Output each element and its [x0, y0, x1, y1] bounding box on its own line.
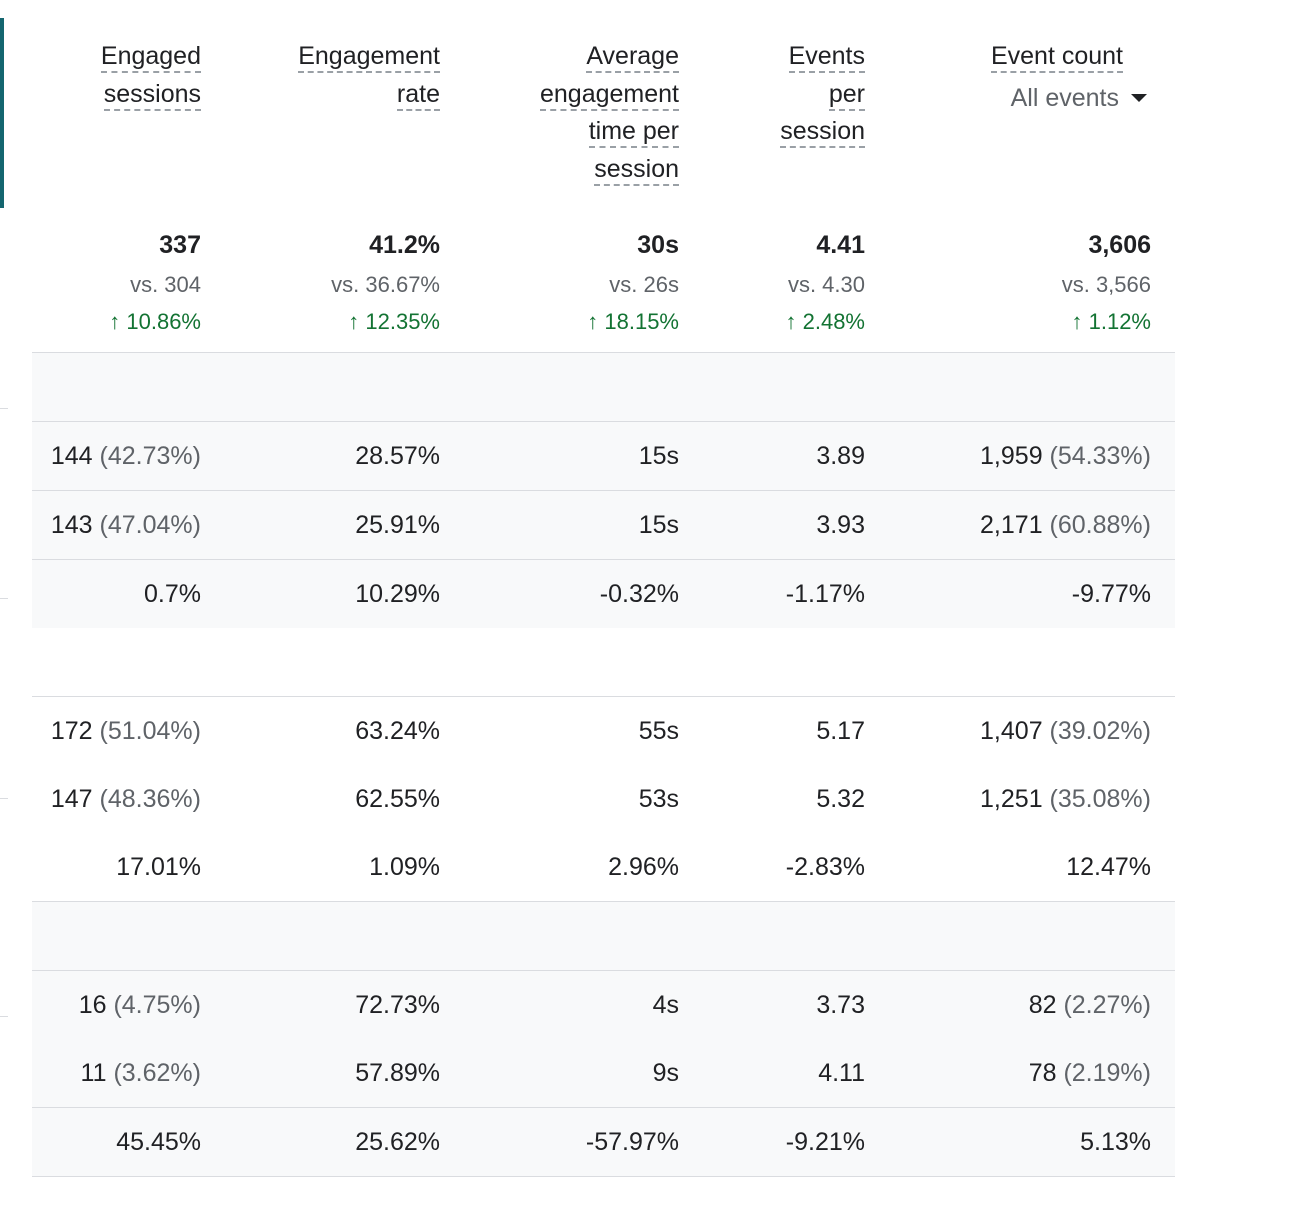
total-event-count: 3,606 vs. 3,566 ↑ 1.12%	[1061, 231, 1151, 334]
cell-events-per-session: 3.93	[816, 511, 865, 539]
cell-engagement-rate: 72.73%	[355, 991, 440, 1019]
total-engaged-sessions: 337 vs. 304 ↑ 10.86%	[109, 231, 201, 334]
event-filter-dropdown[interactable]: All events	[991, 83, 1147, 113]
cell-event-count: 2,171 (60.88%)	[980, 511, 1151, 539]
group-spacer-row	[32, 353, 1175, 422]
cell-engaged-sessions: 144 (42.73%)	[50, 442, 201, 470]
cell-event-count: 5.13%	[1080, 1128, 1151, 1156]
cell-events-per-session: 4.11	[818, 1059, 865, 1087]
cell-engaged-sessions: 143 (47.04%)	[50, 511, 201, 539]
cell-engagement-rate: 62.55%	[355, 785, 440, 813]
cell-engagement-rate: 25.91%	[355, 511, 440, 539]
cell-event-count: 12.47%	[1066, 853, 1151, 881]
group-spacer-row	[32, 902, 1175, 971]
total-engagement-rate: 41.2% vs. 36.67% ↑ 12.35%	[331, 231, 440, 334]
edge-divider	[0, 798, 8, 799]
cell-engagement-rate: 10.29%	[355, 580, 440, 608]
column-header-event-count[interactable]: Event count All events	[990, 38, 1147, 113]
table-row-change[interactable]: 45.45% 25.62% -57.97% -9.21% 5.13%	[32, 1108, 1175, 1177]
cell-engaged-sessions: 16 (4.75%)	[78, 991, 201, 1019]
cell-avg-engagement-time: 15s	[638, 511, 679, 539]
cell-event-count: 82 (2.27%)	[1028, 991, 1151, 1019]
cell-avg-engagement-time: -0.32%	[599, 580, 679, 608]
cell-avg-engagement-time: 53s	[638, 785, 679, 813]
column-header-events-per-session[interactable]: Events per session	[780, 38, 865, 151]
cell-avg-engagement-time: 15s	[638, 442, 679, 470]
table-row[interactable]: 143 (47.04%) 25.91% 15s 3.93 2,171 (60.8…	[32, 491, 1175, 560]
left-accent-bar	[0, 18, 4, 208]
cell-engaged-sessions: 172 (51.04%)	[50, 717, 201, 745]
total-avg-engagement-time: 30s vs. 26s ↑ 18.15%	[587, 231, 679, 334]
table-row[interactable]: 11 (3.62%) 57.89% 9s 4.11 78 (2.19%)	[32, 1039, 1175, 1108]
column-header-engaged-sessions[interactable]: Engaged sessions	[100, 38, 201, 113]
edge-divider	[0, 598, 8, 599]
cell-events-per-session: -9.21%	[785, 1128, 865, 1156]
cell-event-count: 78 (2.19%)	[1028, 1059, 1151, 1087]
edge-divider	[0, 408, 8, 409]
cell-engagement-rate: 25.62%	[355, 1128, 440, 1156]
cell-events-per-session: 5.17	[816, 717, 865, 745]
cell-avg-engagement-time: 4s	[652, 991, 679, 1019]
table-row[interactable]: 147 (48.36%) 62.55% 53s 5.32 1,251 (35.0…	[32, 765, 1175, 834]
cell-engaged-sessions: 11 (3.62%)	[80, 1059, 201, 1087]
table-row[interactable]: 16 (4.75%) 72.73% 4s 3.73 82 (2.27%)	[32, 971, 1175, 1040]
cell-engaged-sessions: 45.45%	[116, 1128, 201, 1156]
column-header-avg-engagement-time[interactable]: Average engagement time per session	[539, 38, 679, 188]
total-events-per-session: 4.41 vs. 4.30 ↑ 2.48%	[785, 231, 866, 334]
cell-event-count: -9.77%	[1071, 580, 1151, 608]
table-row-change[interactable]: 17.01% 1.09% 2.96% -2.83% 12.47%	[32, 833, 1175, 902]
table-header: Engaged sessions Engagement rate Average…	[32, 0, 1175, 353]
column-header-engagement-rate[interactable]: Engagement rate	[298, 38, 440, 113]
cell-events-per-session: 3.73	[816, 991, 865, 1019]
table-row[interactable]: 144 (42.73%) 28.57% 15s 3.89 1,959 (54.3…	[32, 422, 1175, 491]
cell-events-per-session: -2.83%	[785, 853, 865, 881]
cell-avg-engagement-time: 55s	[638, 717, 679, 745]
cell-engagement-rate: 57.89%	[355, 1059, 440, 1087]
event-filter-value: All events	[1010, 83, 1119, 112]
edge-divider	[0, 1016, 8, 1017]
cell-engaged-sessions: 0.7%	[144, 580, 201, 608]
cell-avg-engagement-time: -57.97%	[585, 1128, 679, 1156]
cell-engaged-sessions: 17.01%	[116, 853, 201, 881]
cell-events-per-session: 5.32	[816, 785, 865, 813]
table-row-change[interactable]: 0.7% 10.29% -0.32% -1.17% -9.77%	[32, 560, 1175, 629]
cell-engagement-rate: 28.57%	[355, 442, 440, 470]
cell-event-count: 1,251 (35.08%)	[980, 785, 1151, 813]
cell-engagement-rate: 63.24%	[355, 717, 440, 745]
group-spacer-row	[32, 628, 1175, 697]
cell-avg-engagement-time: 2.96%	[608, 853, 679, 881]
cell-event-count: 1,959 (54.33%)	[980, 442, 1151, 470]
cell-avg-engagement-time: 9s	[652, 1059, 679, 1087]
cell-events-per-session: -1.17%	[785, 580, 865, 608]
cell-engaged-sessions: 147 (48.36%)	[50, 785, 201, 813]
cell-event-count: 1,407 (39.02%)	[980, 717, 1151, 745]
caret-down-icon	[1131, 94, 1147, 102]
cell-events-per-session: 3.89	[816, 442, 865, 470]
table-row[interactable]: 172 (51.04%) 63.24% 55s 5.17 1,407 (39.0…	[32, 697, 1175, 766]
cell-engagement-rate: 1.09%	[369, 853, 440, 881]
